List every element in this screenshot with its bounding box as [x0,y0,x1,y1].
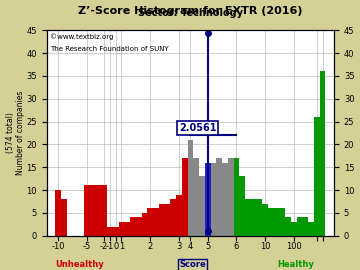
Bar [101,185,107,236]
Bar [176,195,182,236]
Bar [170,199,176,236]
Bar [285,217,291,236]
Bar [130,217,136,236]
Bar [95,185,101,236]
Bar [256,199,262,236]
Bar [262,204,268,236]
Bar [291,222,297,236]
Bar [147,208,153,236]
Bar [90,185,95,236]
Bar [279,208,285,236]
Bar [84,185,90,236]
Text: Sector: Technology: Sector: Technology [138,8,243,18]
Text: Score: Score [179,260,206,269]
Bar [274,208,279,236]
Bar [211,163,216,236]
Text: The Research Foundation of SUNY: The Research Foundation of SUNY [50,46,168,52]
Bar [141,213,147,236]
Bar [182,158,188,236]
Bar [153,208,159,236]
Bar [188,140,193,236]
Bar [61,199,67,236]
Bar [234,158,239,236]
Bar [107,227,113,236]
Bar [308,222,314,236]
Bar [216,158,222,236]
Bar [320,71,325,236]
Text: Unhealthy: Unhealthy [55,260,104,269]
Bar [136,217,141,236]
Bar [239,176,245,236]
Bar [113,227,118,236]
Bar [228,158,234,236]
Text: 2.0561: 2.0561 [179,123,216,133]
Bar [165,204,170,236]
Bar [124,222,130,236]
Bar [251,199,256,236]
Bar [55,190,61,236]
Bar [314,117,320,236]
Bar [118,222,124,236]
Bar [193,158,199,236]
Bar [245,199,251,236]
Bar [302,217,308,236]
Bar [268,208,274,236]
Bar [205,163,211,236]
Title: Z’-Score Histogram for EXTR (2016): Z’-Score Histogram for EXTR (2016) [78,6,303,16]
Text: Healthy: Healthy [277,260,314,269]
Bar [199,176,205,236]
Bar [222,163,228,236]
Bar [297,217,302,236]
Y-axis label: (574 total)
Number of companies: (574 total) Number of companies [5,91,25,175]
Bar [159,204,165,236]
Text: ©www.textbiz.org: ©www.textbiz.org [50,34,113,40]
